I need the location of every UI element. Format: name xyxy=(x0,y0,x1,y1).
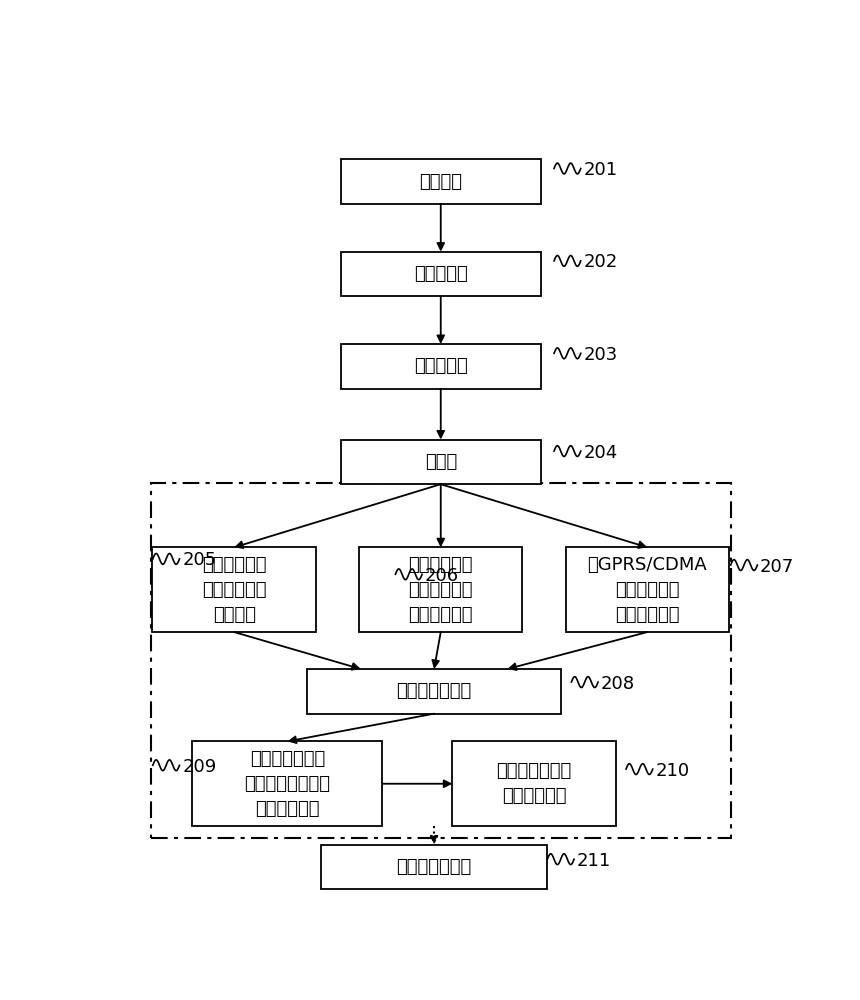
Text: 207: 207 xyxy=(760,558,795,576)
Text: 202: 202 xyxy=(583,253,617,271)
Bar xyxy=(452,741,616,826)
Text: 208: 208 xyxy=(600,675,635,693)
Text: 电力采样信息
加工处理伺服
进程启动: 电力采样信息 加工处理伺服 进程启动 xyxy=(202,556,267,624)
Text: 可控硅接受指令
执行相关动作: 可控硅接受指令 执行相关动作 xyxy=(496,762,572,805)
Text: 各电路自检: 各电路自检 xyxy=(414,265,468,283)
Text: 拉合闸控制伺服
进程启动，控制可
控硅驱动模块: 拉合闸控制伺服 进程启动，控制可 控硅驱动模块 xyxy=(244,750,330,818)
Text: 204: 204 xyxy=(583,444,617,462)
Bar xyxy=(566,547,729,632)
Bar xyxy=(341,159,541,204)
Text: 203: 203 xyxy=(583,346,617,364)
Text: 211: 211 xyxy=(577,852,611,870)
Text: 与GPRS/CDMA
数据收发模块
伺服进程启动: 与GPRS/CDMA 数据收发模块 伺服进程启动 xyxy=(587,556,707,624)
Text: 设备加电: 设备加电 xyxy=(420,173,463,191)
Text: 210: 210 xyxy=(655,762,690,780)
Bar xyxy=(341,344,541,389)
Text: 201: 201 xyxy=(583,161,617,179)
Text: 与特征用电值
群组实时匹配
伺服进程启动: 与特征用电值 群组实时匹配 伺服进程启动 xyxy=(408,556,473,624)
Bar xyxy=(193,741,383,826)
Bar xyxy=(150,483,731,838)
Bar xyxy=(341,440,541,484)
Bar xyxy=(152,547,316,632)
Text: 共享程序存储器: 共享程序存储器 xyxy=(396,682,471,700)
Text: 205: 205 xyxy=(182,551,217,569)
Text: 主程序启动: 主程序启动 xyxy=(414,357,468,375)
Text: 掉电，程序终止: 掉电，程序终止 xyxy=(396,858,471,876)
Bar xyxy=(308,669,561,714)
Text: 初始化: 初始化 xyxy=(425,453,457,471)
Bar xyxy=(341,252,541,296)
Bar xyxy=(321,845,547,889)
Text: 209: 209 xyxy=(182,758,217,776)
Text: 206: 206 xyxy=(425,567,459,585)
Bar xyxy=(359,547,522,632)
